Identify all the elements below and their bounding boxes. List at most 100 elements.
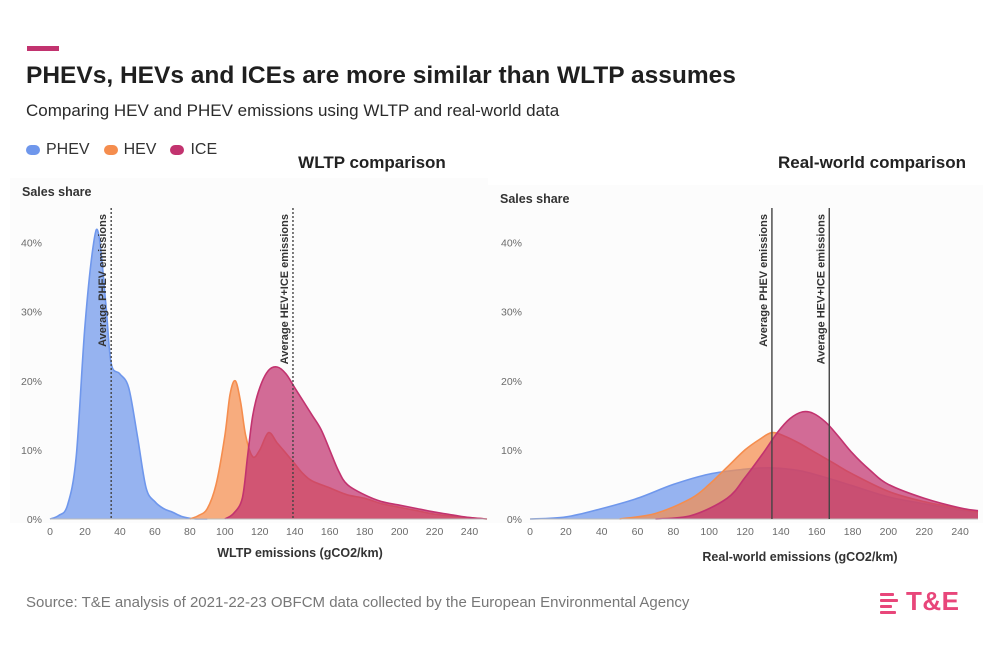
x-tick-label: 80 — [668, 526, 680, 538]
data-point-ice — [320, 429, 321, 430]
data-point-hev — [655, 513, 656, 514]
data-point-ice — [338, 470, 339, 471]
data-point-ice — [691, 515, 692, 516]
data-point-phev — [137, 436, 138, 437]
data-point-phev — [146, 487, 147, 488]
legend-swatch-phev — [26, 145, 40, 155]
panel-title: Real-world comparison — [778, 153, 966, 172]
data-point-hev — [224, 436, 225, 437]
data-point-ice — [762, 453, 763, 454]
x-tick-label: 20 — [560, 526, 572, 538]
legend: PHEV HEV ICE — [26, 141, 217, 159]
average-marker-label: Average HEV+ICE emissions — [815, 214, 827, 364]
data-point-ice — [268, 370, 269, 371]
data-point-hev — [245, 436, 246, 437]
data-point-ice — [277, 366, 278, 367]
series-area-ice — [224, 366, 488, 519]
y-tick-label: 0% — [507, 514, 522, 526]
data-point-ice — [813, 413, 814, 414]
legend-label-ice: ICE — [190, 141, 218, 158]
x-tick-label: 120 — [251, 526, 269, 538]
x-tick-label: 40 — [114, 526, 126, 538]
logo-lines-icon — [880, 591, 900, 614]
series-area-phev — [50, 229, 208, 519]
data-point-ice — [434, 511, 435, 512]
data-point-ice — [294, 387, 295, 388]
series-line-ice — [224, 366, 488, 520]
data-point-ice — [802, 411, 803, 412]
legend-item-phev: PHEV — [26, 141, 90, 159]
x-tick-label: 160 — [321, 526, 339, 538]
data-point-hev — [216, 484, 217, 485]
y-tick-label: 40% — [21, 238, 42, 250]
data-point-ice — [347, 484, 348, 485]
data-point-hev — [229, 394, 230, 395]
data-point-phev — [76, 456, 77, 457]
x-tick-label: 60 — [632, 526, 644, 538]
data-point-ice — [825, 422, 826, 423]
x-tick-label: 0 — [527, 526, 533, 538]
x-axis-title: WLTP emissions (gCO2/km) — [217, 546, 383, 560]
data-point-hev — [691, 498, 692, 499]
data-point-phev — [84, 325, 85, 326]
data-point-hev — [235, 380, 236, 381]
data-point-hev — [207, 508, 208, 509]
data-point-ice — [727, 498, 728, 499]
logo-text: T&E — [906, 586, 960, 616]
data-point-ice — [744, 477, 745, 478]
data-point-ice — [312, 415, 313, 416]
x-tick-label: 240 — [461, 526, 479, 538]
legend-label-hev: HEV — [123, 141, 157, 158]
data-point-ice — [469, 517, 470, 518]
data-point-ice — [399, 505, 400, 506]
series-area-ice — [655, 411, 978, 519]
x-axis-title: Real-world emissions (gCO2/km) — [702, 550, 897, 564]
x-tick-label: 220 — [426, 526, 444, 538]
data-point-ice — [242, 498, 243, 499]
data-point-ice — [417, 508, 418, 509]
data-point-ice — [259, 387, 260, 388]
y-tick-label: 20% — [21, 376, 42, 388]
y-tick-label: 30% — [21, 307, 42, 319]
x-tick-label: 200 — [391, 526, 409, 538]
average-marker-label: Average PHEV emissions — [97, 214, 109, 347]
data-point-hev — [240, 401, 241, 402]
data-point-ice — [451, 514, 452, 515]
data-point-phev — [601, 508, 602, 509]
average-marker-label: Average PHEV emissions — [758, 214, 770, 347]
data-point-phev — [67, 505, 68, 506]
data-point-phev — [673, 484, 674, 485]
data-point-phev — [709, 474, 710, 475]
data-point-ice — [382, 501, 383, 502]
te-logo: T&E — [880, 586, 960, 617]
chart-panel-2: Real-world comparison Sales share 0% 10% 20%… — [488, 153, 983, 564]
chart-panel-1: WLTP comparison Sales share 0% 10% 20% 30% 40%… — [10, 153, 488, 560]
data-point-phev — [172, 511, 173, 512]
data-point-ice — [870, 470, 871, 471]
data-point-ice — [303, 401, 304, 402]
data-point-hev — [709, 484, 710, 485]
panel-title: WLTP comparison — [298, 153, 446, 172]
x-tick-label: 180 — [844, 526, 862, 538]
x-tick-label: 160 — [808, 526, 826, 538]
x-tick-label: 40 — [596, 526, 608, 538]
y-tick-label: 10% — [21, 445, 42, 457]
data-point-phev — [637, 498, 638, 499]
data-point-phev — [58, 515, 59, 516]
data-point-hev — [198, 515, 199, 516]
x-tick-label: 0 — [47, 526, 53, 538]
legend-item-hev: HEV — [103, 141, 157, 159]
data-point-phev — [154, 501, 155, 502]
chart-subtitle: Comparing HEV and PHEV emissions using W… — [26, 101, 560, 120]
accent-bar — [27, 46, 59, 51]
chart-title: PHEVs, HEVs and ICEs are more similar th… — [26, 62, 736, 89]
x-tick-label: 180 — [356, 526, 374, 538]
series-line-phev — [49, 228, 208, 520]
data-point-ice — [789, 418, 790, 419]
data-point-hev — [744, 449, 745, 450]
legend-swatch-hev — [103, 145, 118, 155]
average-marker-label: Average HEV+ICE emissions — [279, 214, 291, 364]
x-tick-label: 220 — [915, 526, 933, 538]
y-tick-label: 30% — [501, 307, 522, 319]
